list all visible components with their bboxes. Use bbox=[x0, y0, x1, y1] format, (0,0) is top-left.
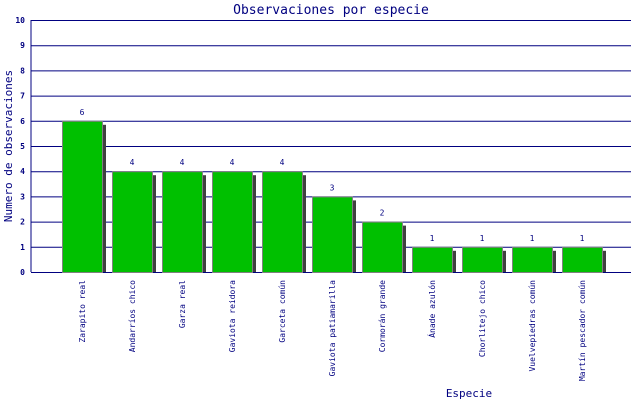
data-label: 1 bbox=[530, 234, 535, 243]
bar bbox=[212, 171, 253, 273]
y-tick-label: 8 bbox=[20, 66, 25, 75]
y-tick-label: 10 bbox=[15, 16, 25, 25]
data-label: 4 bbox=[180, 158, 185, 167]
bar-shadow bbox=[502, 250, 506, 272]
y-tick-label: 1 bbox=[20, 243, 25, 252]
bar-shadow bbox=[102, 124, 106, 272]
x-tick-label: Chorlitejo chico bbox=[478, 280, 487, 357]
y-tick-label: 9 bbox=[20, 41, 25, 50]
bar-shadow bbox=[352, 200, 356, 272]
y-tick-label: 5 bbox=[20, 142, 25, 151]
data-label: 4 bbox=[130, 158, 135, 167]
bar-shadow bbox=[452, 250, 456, 272]
bar bbox=[362, 221, 403, 274]
data-label: 4 bbox=[280, 158, 285, 167]
x-tick-label: Andarríos chico bbox=[128, 280, 137, 352]
bar bbox=[62, 120, 103, 273]
y-tick-label: 2 bbox=[20, 218, 25, 227]
data-label: 6 bbox=[80, 108, 85, 117]
bar-shadow bbox=[202, 175, 206, 272]
x-tick-label: Gaviota patiamarilla bbox=[328, 280, 337, 377]
x-tick-label: Martín pescador común bbox=[578, 280, 587, 381]
data-label: 4 bbox=[230, 158, 235, 167]
data-label: 1 bbox=[580, 234, 585, 243]
x-tick-label: Ánade azulón bbox=[426, 280, 437, 338]
bar bbox=[262, 171, 303, 273]
bar bbox=[462, 246, 503, 274]
bar bbox=[562, 246, 603, 274]
bar bbox=[412, 246, 453, 274]
y-tick-label: 0 bbox=[20, 268, 25, 277]
x-tick-label: Cormorán grande bbox=[378, 280, 387, 352]
x-tick-label: Vuelvepiedras común bbox=[528, 280, 537, 372]
bar-shadow bbox=[152, 175, 156, 272]
y-axis-label: Numero de observaciones bbox=[2, 70, 15, 222]
y-tick-label: 7 bbox=[20, 92, 25, 101]
bar bbox=[112, 171, 153, 273]
bar-shadow bbox=[552, 250, 556, 272]
chart-title: Observaciones por especie bbox=[233, 3, 429, 18]
y-tick-label: 3 bbox=[20, 192, 25, 201]
data-label: 1 bbox=[480, 234, 485, 243]
bar bbox=[312, 196, 353, 273]
x-tick-label: Garza real bbox=[178, 280, 187, 328]
bar bbox=[162, 171, 203, 273]
x-tick-label: Zarapito real bbox=[78, 280, 87, 343]
bar-shadow bbox=[252, 175, 256, 272]
data-label: 2 bbox=[380, 209, 385, 218]
x-tick-label: Gaviota reidora bbox=[228, 280, 237, 352]
bar-shadow bbox=[402, 225, 406, 272]
data-label: 3 bbox=[330, 183, 335, 192]
bar-shadow bbox=[302, 175, 306, 272]
y-tick-label: 6 bbox=[20, 117, 25, 126]
data-label: 1 bbox=[430, 234, 435, 243]
x-axis-label: Especie bbox=[446, 387, 492, 400]
x-tick-label: Garceta común bbox=[278, 280, 287, 343]
y-tick-label: 4 bbox=[20, 167, 25, 176]
bar-shadow bbox=[602, 250, 606, 272]
bar bbox=[512, 246, 553, 274]
